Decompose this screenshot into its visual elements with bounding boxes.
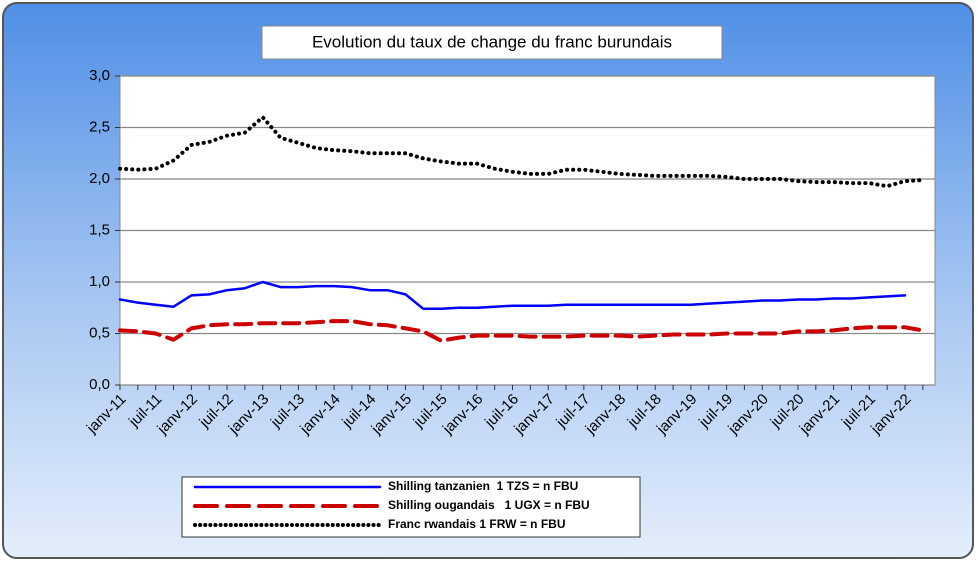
y-tick-label: 2,5 — [89, 118, 110, 135]
y-tick-label: 0,5 — [89, 324, 110, 341]
legend-label: Shilling ougandais 1 UGX = n FBU — [388, 498, 590, 512]
legend-label: Shilling tanzanien 1 TZS = n FBU — [388, 479, 578, 493]
title-box — [261, 25, 723, 60]
y-tick-label: 1,5 — [89, 221, 110, 238]
y-tick-label: 3,0 — [89, 67, 110, 84]
series-line — [118, 280, 907, 311]
series-line — [118, 115, 925, 189]
series-line — [118, 319, 925, 343]
legend-label: Franc rwandais 1 FRW = n FBU — [388, 517, 565, 531]
y-tick-label: 2,0 — [89, 170, 110, 187]
y-tick-label: 0,0 — [89, 376, 110, 393]
y-tick-label: 1,0 — [89, 273, 110, 290]
chart-title: Evolution du taux de change du franc bur… — [312, 32, 672, 51]
